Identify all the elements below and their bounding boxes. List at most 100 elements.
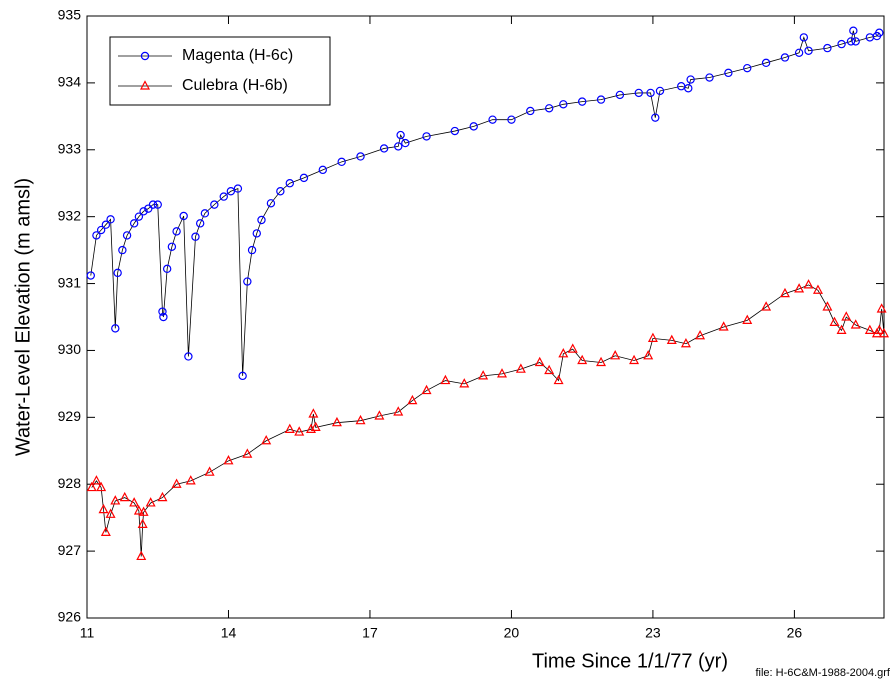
series-line [90,30,880,376]
data-point [647,332,658,343]
data-point [252,229,261,238]
data-point [526,106,535,116]
data-point [507,115,516,124]
data-point [299,173,309,183]
x-tick-label: 23 [645,625,661,641]
data-point [310,421,321,431]
data-point [497,368,508,378]
data-point [559,100,568,109]
data-point [459,378,470,388]
data-point [812,284,823,294]
data-point [96,225,106,235]
data-point [823,43,832,53]
data-point [836,324,847,334]
data-point [680,337,691,348]
x-axis-label: Time Since 1/1/77 (yr) [532,650,728,672]
data-point [742,314,753,324]
data-point [171,478,182,488]
data-point [779,287,790,298]
data-point [242,448,253,458]
series-line [91,284,885,557]
data-point [101,220,111,229]
data-point [695,329,706,340]
data-point [195,219,205,228]
data-point [401,138,410,148]
data-point [96,481,107,492]
legend-marker [140,80,150,90]
data-point [393,406,404,416]
data-point [407,394,418,405]
data-point [122,231,132,240]
data-point [158,307,167,316]
data-point [615,90,625,100]
data-point [257,215,266,225]
data-point [875,28,884,37]
data-point [780,53,790,62]
data-point [643,350,654,360]
data-point [534,356,545,367]
legend-label: Culebra (H-6b) [182,77,288,94]
data-point [488,115,497,124]
y-axis-label: Water-Level Elevation (m amsl) [12,178,34,456]
y-tick-label: 933 [58,140,82,156]
footnote: file: H-6C&M-1988-2004.grf [755,667,890,679]
data-point [139,207,148,216]
data-point [558,348,569,358]
data-point [629,354,640,365]
data-point [284,423,295,433]
data-point [874,324,885,334]
data-point [204,466,215,476]
data-point [261,434,272,445]
y-tick-label: 930 [58,341,82,357]
y-tick-label: 931 [58,274,82,290]
data-point [577,97,587,106]
data-point [318,165,327,175]
data-point [159,312,168,322]
data-point [162,264,172,274]
data-point [379,144,389,153]
y-tick-label: 935 [58,7,82,23]
legend-box [109,36,331,106]
data-point [106,215,115,224]
y-tick-label: 932 [58,207,82,223]
data-point [646,88,655,98]
data-point [515,363,526,373]
data-point [233,184,243,193]
data-point [422,132,431,141]
data-point [105,508,116,518]
data-point [374,410,385,420]
data-point [100,526,111,536]
data-point [718,321,729,331]
data-point [440,374,451,385]
data-point [276,187,285,196]
data-point [743,63,752,73]
data-point [243,277,252,286]
data-point [846,37,856,46]
data-point [86,481,97,492]
data-point [148,200,158,209]
data-point [686,75,695,84]
x-tick-label: 20 [504,625,520,641]
data-point [86,271,95,280]
data-point [167,242,177,251]
data-point [137,518,148,528]
data-point [822,301,833,311]
data-point [110,495,121,505]
data-point [544,104,554,113]
x-tick-label: 17 [362,625,378,641]
data-point [200,209,210,218]
data-point [138,506,149,516]
data-point [705,73,714,82]
data-point [118,245,127,255]
data-point [794,48,804,57]
data-point [294,426,305,436]
data-point [478,370,489,380]
data-point [651,113,660,122]
data-point [567,343,578,353]
x-tick-label: 11 [80,625,95,641]
data-point [876,303,887,313]
y-tick-label: 934 [58,74,82,90]
data-point [133,505,144,515]
data-point [421,384,432,395]
